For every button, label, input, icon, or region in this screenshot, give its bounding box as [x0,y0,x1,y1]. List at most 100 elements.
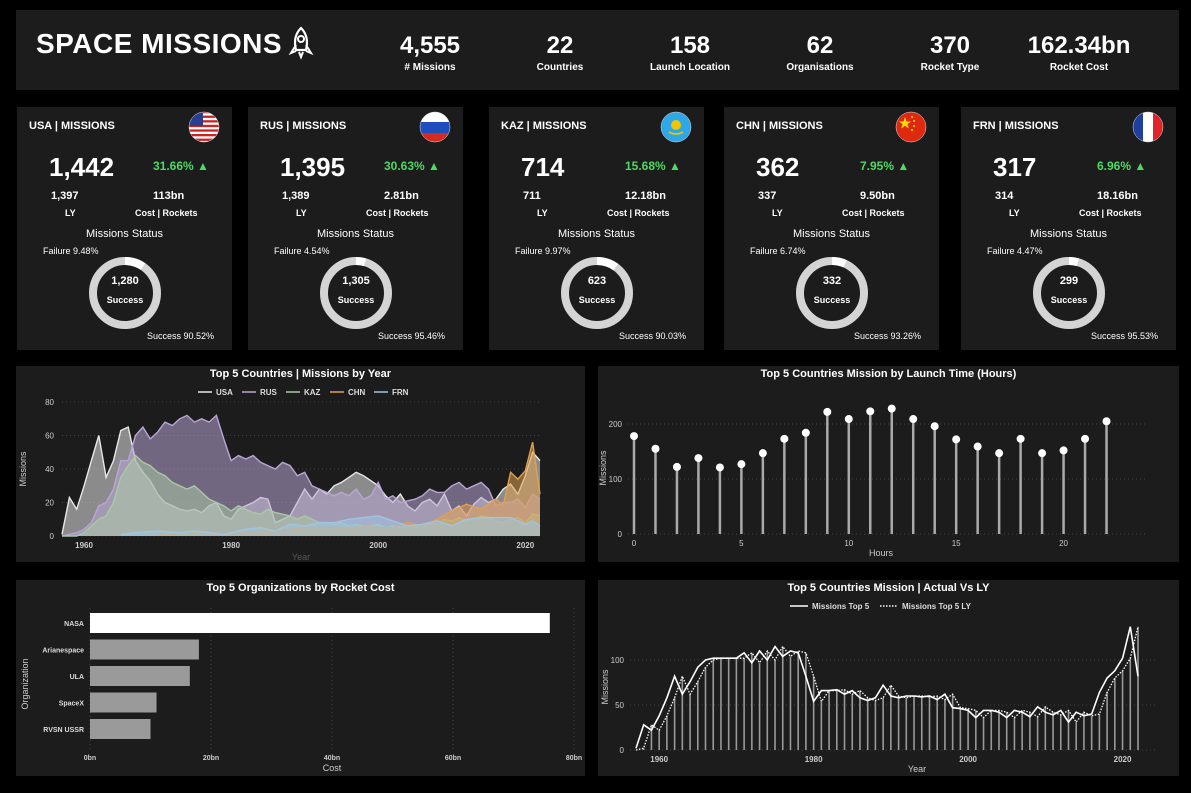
lollipop-point [1059,446,1068,455]
lollipop-point [866,407,875,416]
status-donut [1033,257,1105,329]
category-label: RVSN USSR [43,727,84,734]
x-axis-label: Cost [323,763,342,773]
chart-title: Top 5 Countries | Missions by Year [209,368,392,380]
x-tick-label: 1980 [222,541,240,550]
cost-label: Cost | Rockets [1079,208,1142,218]
area-frn [120,515,541,536]
line-rus [61,414,541,537]
actual-vs-ly-chart: Top 5 Countries Mission | Actual Vs LY 0… [598,580,1179,776]
missions-count: 1,442 [49,152,115,182]
failure-label: Failure 9.97% [515,246,571,256]
donut-success-arc [89,257,161,329]
status-donut [796,257,868,329]
y-axis-label: Missions [598,450,608,486]
lollipop-point [801,428,810,437]
status-title: Missions Status [1029,228,1108,240]
country-card: RUS | MISSIONS 1,395 30.63% ▲ 1,389 LY 2.81bn… [248,107,463,350]
status-title: Missions Status [792,228,871,240]
x-tick-label: 1960 [75,541,93,550]
missions-count: 362 [756,152,800,182]
x-axis-label: Year [292,552,310,562]
launch-time-chart: Top 5 Countries Mission by Launch Time (… [598,366,1179,562]
legend-label: RUS [260,388,278,397]
lollipop-point [995,449,1004,458]
legend-label: CHN [348,388,366,397]
x-tick-label: 2020 [516,541,534,550]
card-title: FRN | MISSIONS [973,120,1059,132]
x-tick-label: 80bn [566,755,582,762]
success-center-label: Success [337,295,375,305]
country-card: CHN | MISSIONS 362 7.95% ▲ 337 LY 9.50bn Cost … [724,107,939,350]
lollipop-point [844,415,853,424]
area-kaz [62,455,540,536]
donut-success-arc [561,257,633,329]
status-title: Missions Status [316,228,395,240]
org-rocket-cost-chart: Top 5 Organizations by Rocket Cost 0bn 20… [16,580,585,776]
line-frn [120,515,541,536]
y-tick-label: 0 [618,530,623,539]
page-title: SPACE MISSIONS [36,28,283,59]
donut-success-arc [1033,257,1105,329]
bar [90,666,190,686]
success-count: 1,280 [111,275,139,287]
cost-label: Cost | Rockets [135,208,198,218]
category-label: NASA [64,621,84,628]
ly-label: LY [65,208,76,218]
cost-value: 9.50bn [860,190,895,202]
kpi-label: Rocket Cost [1049,62,1109,73]
lollipop-point [973,442,982,451]
y-tick-label: 0 [50,532,55,541]
lollipop-point [780,434,789,443]
status-title: Missions Status [85,228,164,240]
x-tick-label: 2020 [1114,755,1132,764]
kpi-value: 62 [806,32,834,59]
card-title: KAZ | MISSIONS [501,120,587,132]
success-center-label: Success [1050,295,1088,305]
bar [90,639,199,660]
success-count: 332 [822,275,842,287]
chart-title: Top 5 Countries Mission | Actual Vs LY [787,582,990,594]
y-tick-label: 80 [45,398,54,407]
cost-value: 113bn [153,190,185,202]
x-axis-label: Year [908,764,926,774]
y-tick-label: 50 [615,701,624,710]
share-percent: 15.68% ▲ [625,159,681,173]
cost-value: 12.18bn [625,190,666,202]
status-donut [561,257,633,329]
ly-label: LY [537,208,548,218]
status-donut [89,257,161,329]
share-percent: 30.63% ▲ [384,159,440,173]
russia-flag [419,111,451,148]
success-count: 1,305 [342,275,370,287]
kpi-label: Launch Location [650,62,730,73]
category-label: SpaceX [59,701,85,708]
x-tick-label: 40bn [324,755,340,762]
success-label: Success 95.46% [378,331,446,341]
x-tick-label: 1980 [805,755,823,764]
y-tick-label: 20 [45,499,54,508]
kazakhstan-flag [660,111,692,148]
country-card: USA | MISSIONS 1,442 31.66% ▲ 1,397 LY 113bn C… [17,107,232,350]
x-tick-label: 20bn [203,755,219,762]
donut-failure-arc [89,257,161,329]
category-label: ULA [70,674,84,681]
donut-success-arc [796,257,868,329]
lollipop-point [952,435,961,444]
x-tick-label: 15 [952,539,961,548]
legend-label: KAZ [304,388,321,397]
donut-failure-arc [796,257,868,329]
success-center-label: Success [106,295,144,305]
y-tick-label: 100 [609,475,623,484]
success-label: Success 93.26% [854,331,922,341]
lollipop-point [1081,434,1090,443]
lollipop-point [630,432,638,441]
ly-value: 1,397 [51,190,79,202]
legend-label: USA [216,388,233,397]
usa-flag [188,111,220,148]
lollipop-point [823,407,832,416]
ly-label: LY [1009,208,1020,218]
card-title: USA | MISSIONS [29,120,115,132]
success-label: Success 95.53% [1091,331,1159,341]
cost-label: Cost | Rockets [366,208,429,218]
